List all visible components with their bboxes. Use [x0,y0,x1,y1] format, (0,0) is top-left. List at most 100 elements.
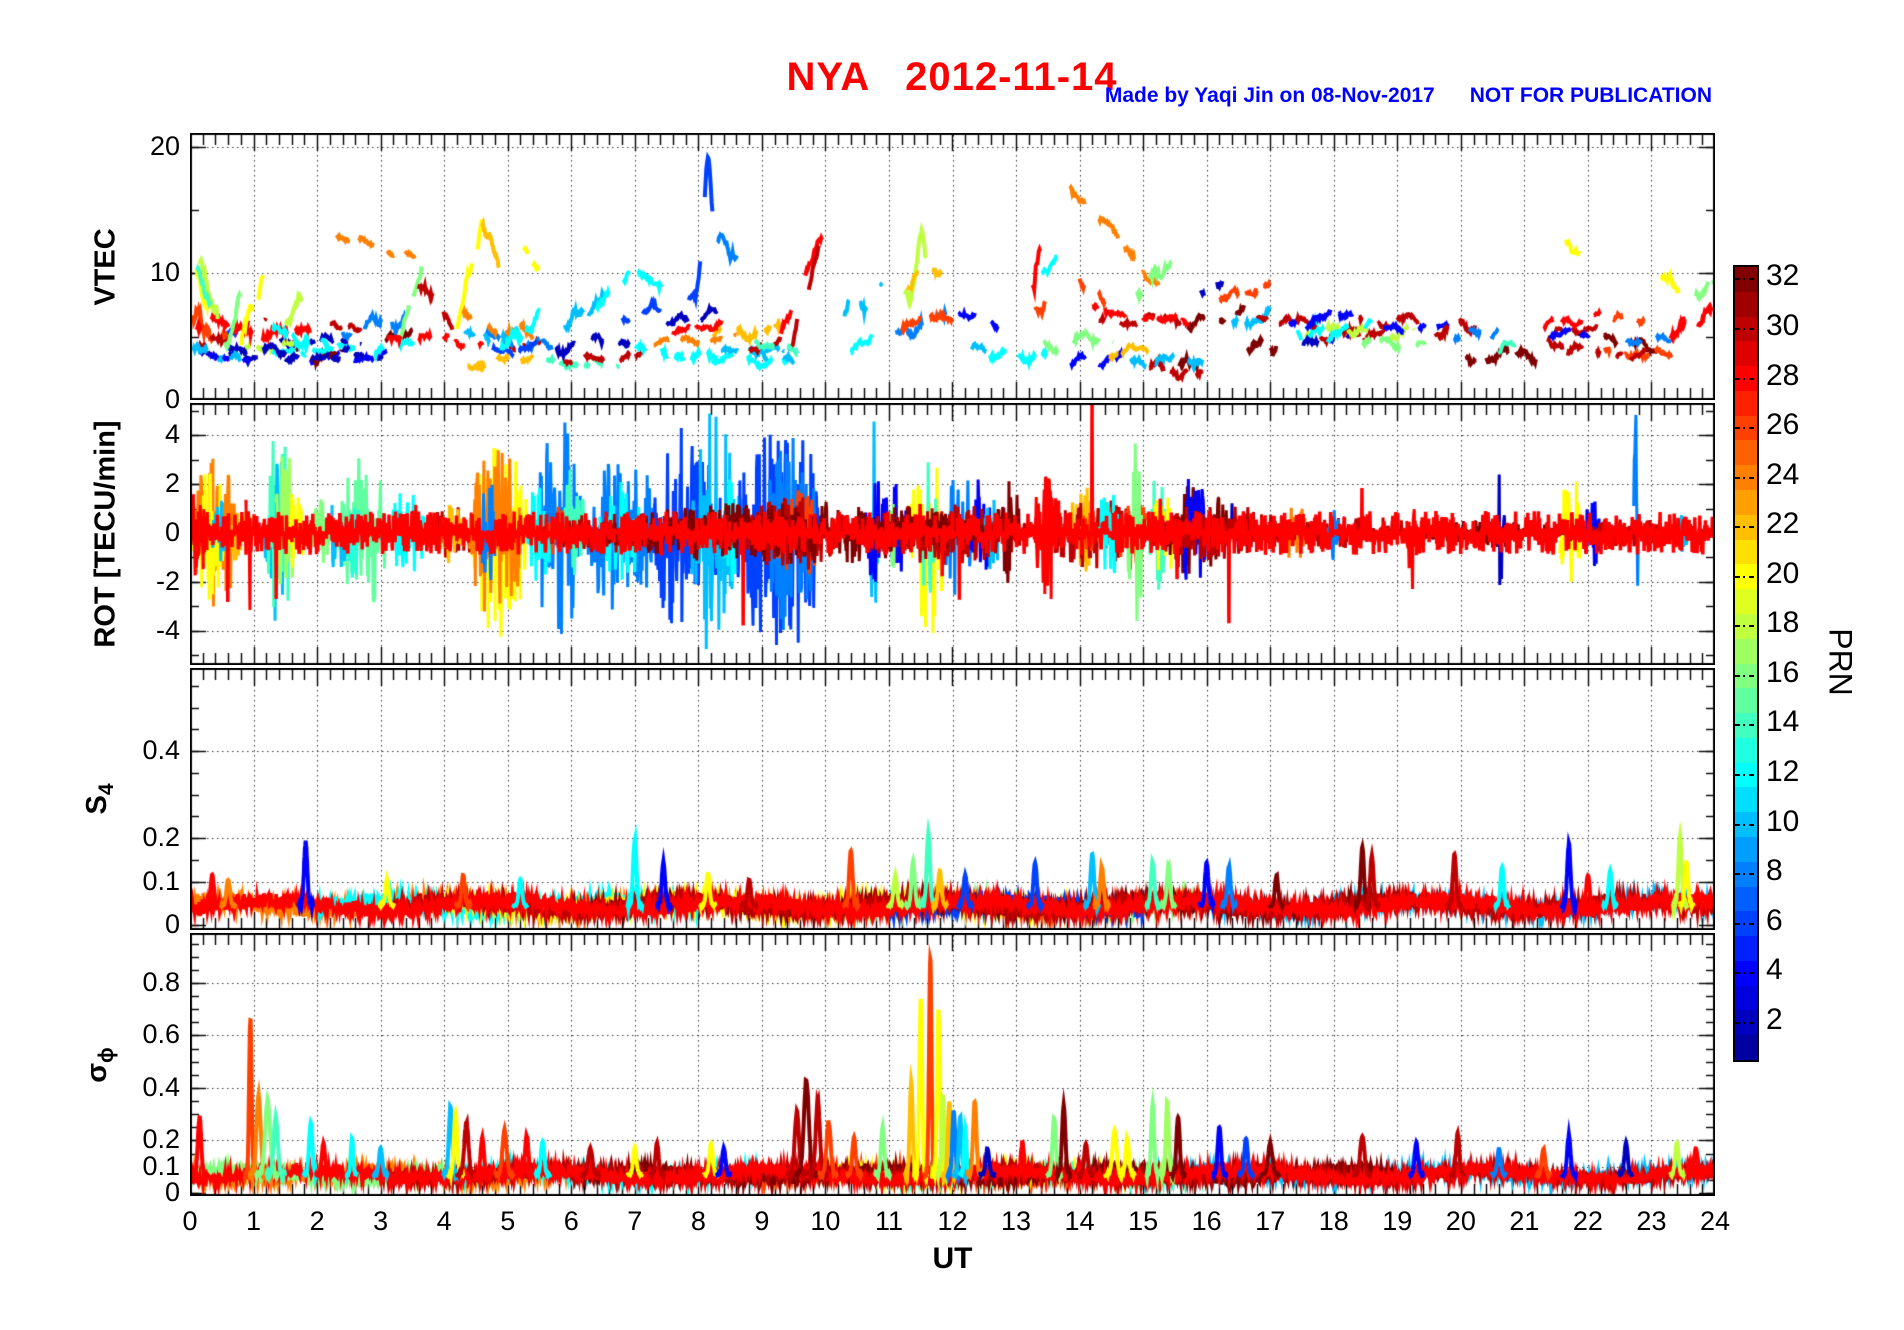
ytick-vtec-20: 20 [149,130,180,161]
panel-rot [190,403,1715,665]
colorbar-gradient [1735,267,1757,1060]
colorbar-label-16: 16 [1766,655,1800,689]
colorbar-label-26: 26 [1766,408,1800,442]
colorbar-tick-14 [1735,724,1757,727]
xtick-ut-7: 7 [627,1206,643,1236]
ytick-sigma_phi-0.4: 0.4 [142,1071,180,1102]
ylabel-s4: S4 [81,783,118,815]
colorbar-block-prn-17 [1735,638,1757,664]
colorbar-tick-32 [1735,278,1757,281]
xtick-ut-24: 24 [1699,1206,1731,1236]
colorbar-block-prn-19 [1735,589,1757,614]
colorbar-block-prn-11 [1735,787,1757,813]
ytick-sigma_phi-0.6: 0.6 [142,1019,180,1050]
colorbar-label-4: 4 [1766,953,1783,987]
xtick-ut-5: 5 [500,1206,516,1236]
ytick-sigma_phi-0.2: 0.2 [142,1124,180,1155]
xtick-ut-14: 14 [1064,1206,1095,1236]
colorbar-label-20: 20 [1766,556,1800,590]
colorbar-block-prn-9 [1735,836,1757,862]
xtick-ut-0: 0 [182,1206,198,1236]
figure-title: NYA 2012-11-14 [786,55,1118,99]
xlabel-ut: UT [932,1242,973,1275]
xtick-ut-1: 1 [246,1206,262,1236]
colorbar-block-prn-7 [1735,886,1757,912]
colorbar-block-prn-15 [1735,688,1757,714]
colorbar-tick-26 [1735,427,1757,430]
xtick-ut-3: 3 [373,1206,389,1236]
colorbar-tick-30 [1735,327,1757,330]
colorbar-tick-12 [1735,774,1757,777]
xtick-ut-16: 16 [1191,1206,1222,1236]
xtick-ut-15: 15 [1128,1206,1159,1236]
ytick-sigma_phi-0.1: 0.1 [142,1150,180,1181]
colorbar-label-18: 18 [1766,606,1800,640]
xtick-ut-10: 10 [810,1206,841,1236]
colorbar-tick-8 [1735,873,1757,876]
colorbar-label-8: 8 [1766,854,1783,888]
colorbar-block-prn-31 [1735,291,1757,317]
colorbar-tick-4 [1735,972,1757,975]
xtick-ut-2: 2 [309,1206,325,1236]
xtick-ut-6: 6 [563,1206,579,1236]
colorbar-block-prn-21 [1735,539,1757,565]
colorbar-label-30: 30 [1766,308,1800,342]
colorbar-label-14: 14 [1766,705,1800,739]
colorbar-tick-24 [1735,476,1757,479]
xtick-ut-23: 23 [1636,1206,1667,1236]
colorbar-label-12: 12 [1766,755,1800,789]
colorbar-block-prn-25 [1735,440,1757,466]
colorbar-block-prn-5 [1735,936,1757,961]
xtick-ut-11: 11 [874,1206,903,1236]
colorbar-tick-22 [1735,526,1757,529]
xtick-ut-19: 19 [1382,1206,1413,1236]
ytick-sigma_phi-0.8: 0.8 [142,966,180,997]
colorbar-label-24: 24 [1766,457,1800,491]
colorbar-tick-2 [1735,1021,1757,1024]
ytick-rot-4: 4 [164,419,180,450]
xtick-ut-17: 17 [1255,1206,1286,1236]
ytick-s4-0: 0 [164,908,180,939]
panel-s4 [190,668,1715,930]
ytick-vtec-10: 10 [149,257,180,288]
colorbar-tick-10 [1735,823,1757,826]
ytick-rot--4: -4 [155,614,180,645]
colorbar-tick-6 [1735,922,1757,925]
colorbar-tick-28 [1735,377,1757,380]
colorbar-label-32: 32 [1766,259,1800,293]
colorbar-block-prn-27 [1735,390,1757,416]
colorbar-tick-16 [1735,674,1757,677]
colorbar-block-prn-1 [1735,1035,1757,1060]
ytick-s4-0.4: 0.4 [142,735,180,766]
xtick-ut-4: 4 [436,1206,452,1236]
xtick-ut-8: 8 [690,1206,706,1236]
colorbar-tick-20 [1735,575,1757,578]
colorbar-label-2: 2 [1766,1002,1783,1036]
colorbar-label-22: 22 [1766,507,1800,541]
panel-vtec [190,133,1715,400]
colorbar-label-28: 28 [1766,358,1800,392]
ytick-rot--2: -2 [155,565,180,596]
ytick-sigma_phi-0: 0 [164,1177,180,1207]
ytick-vtec-0: 0 [164,384,180,414]
colorbar-block-prn-13 [1735,737,1757,763]
panel-sigma-phi [190,933,1715,1196]
ytick-s4-0.2: 0.2 [142,822,180,853]
xtick-ut-12: 12 [937,1206,968,1236]
ytick-s4-0.1: 0.1 [142,865,180,896]
xtick-ut-9: 9 [754,1206,770,1236]
colorbar [1733,265,1759,1062]
colorbar-block-prn-29 [1735,341,1757,367]
colorbar-tick-18 [1735,625,1757,628]
colorbar-block-prn-23 [1735,490,1757,515]
ytick-rot-0: 0 [164,517,180,548]
ytick-rot-2: 2 [164,468,180,499]
xtick-ut-20: 20 [1445,1206,1476,1236]
colorbar-title-prn: PRN [1822,627,1859,696]
xtick-ut-18: 18 [1318,1206,1349,1236]
xtick-ut-13: 13 [1001,1206,1032,1236]
xtick-ut-22: 22 [1572,1206,1603,1236]
colorbar-block-prn-3 [1735,985,1757,1011]
xtick-ut-21: 21 [1509,1206,1540,1236]
